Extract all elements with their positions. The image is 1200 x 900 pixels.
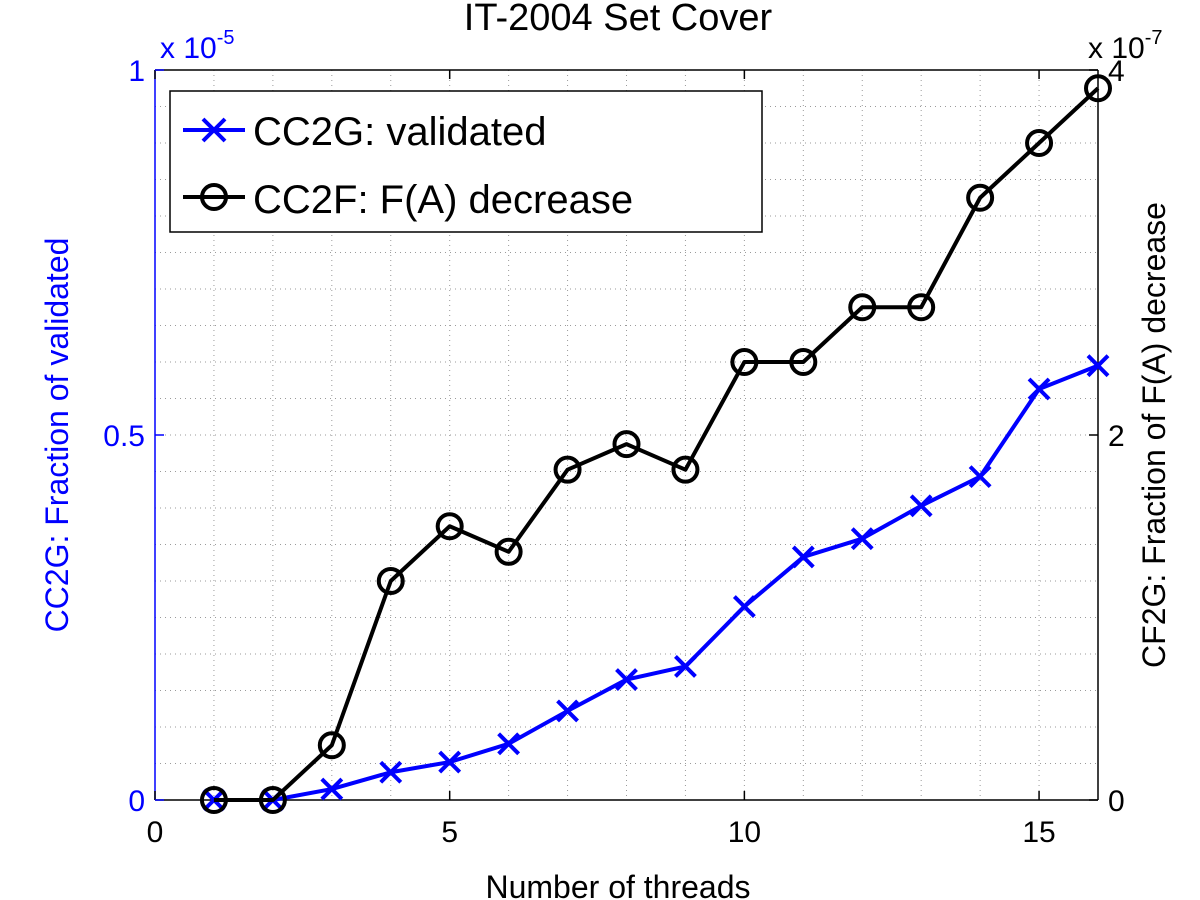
- data-point: [966, 183, 995, 212]
- x-tick-label: 5: [441, 816, 458, 849]
- grid: [155, 70, 1098, 800]
- data-point: [789, 348, 818, 376]
- data-point: [909, 494, 933, 518]
- data-point: [199, 786, 228, 814]
- data-point: [612, 430, 641, 459]
- data-point: [1025, 129, 1054, 157]
- data-point: [1086, 354, 1110, 378]
- data-point: [376, 567, 405, 595]
- series-line: [213, 86, 1100, 802]
- data-point: [494, 537, 523, 566]
- y-axis-label-left: CC2G: Fraction of validated: [39, 238, 75, 633]
- data-point: [1027, 377, 1051, 401]
- data-point: [553, 455, 582, 484]
- data-point: [258, 786, 287, 814]
- series-1: [199, 74, 1112, 814]
- legend-marker-cc2g: [201, 117, 227, 143]
- data-point: [907, 293, 936, 322]
- data-point: [671, 455, 700, 484]
- legend: CC2G: validated CC2F: F(A) decrease: [169, 90, 763, 233]
- plot-area: [199, 74, 1112, 814]
- x-tick-label: 15: [1022, 816, 1055, 849]
- series-0: [202, 354, 1110, 812]
- data-point: [320, 777, 344, 801]
- legend-entry-cc2g: CC2G: validated: [183, 110, 546, 154]
- legend-label-cc2f: CC2F: F(A) decrease: [253, 178, 633, 222]
- y-right-tick-label: 2: [1108, 420, 1125, 453]
- y-right-tick-label: 4: [1108, 55, 1125, 88]
- data-point: [674, 654, 697, 678]
- axes: [154, 69, 1099, 801]
- data-point: [968, 465, 992, 489]
- data-point: [615, 668, 638, 691]
- series-line: [213, 363, 1099, 802]
- x-tick-label: 10: [728, 816, 761, 849]
- legend-label-cc2g: CC2G: validated: [253, 110, 546, 154]
- data-point: [850, 527, 874, 551]
- y-right-tick-label: 0: [1108, 785, 1125, 818]
- right-axis-multiplier: x 10-7: [1088, 27, 1163, 65]
- legend-marker-cc2f: [200, 183, 228, 211]
- y-left-tick-label: 0: [128, 785, 145, 818]
- data-point: [497, 732, 521, 756]
- data-point: [1084, 74, 1112, 103]
- chart-title: IT-2004 Set Cover: [464, 0, 773, 39]
- data-point: [791, 545, 815, 569]
- legend-box: [169, 90, 763, 233]
- data-point: [317, 731, 346, 760]
- data-point: [379, 760, 403, 784]
- x-axis-label: Number of threads: [485, 869, 750, 900]
- data-point: [435, 512, 464, 541]
- data-point: [438, 750, 462, 774]
- legend-entry-cc2f: CC2F: F(A) decrease: [183, 178, 633, 222]
- y-left-tick-label: 1: [128, 55, 145, 88]
- y-left-tick-label: 0.5: [103, 420, 145, 453]
- x-tick-label: 0: [147, 816, 164, 849]
- data-point: [556, 699, 579, 723]
- data-point: [848, 293, 877, 322]
- data-point: [730, 348, 759, 376]
- y-axis-label-right: CF2G: Fraction of F(A) decrease: [1136, 202, 1172, 668]
- data-point: [732, 595, 756, 618]
- left-axis-multiplier: x 10-5: [160, 27, 235, 65]
